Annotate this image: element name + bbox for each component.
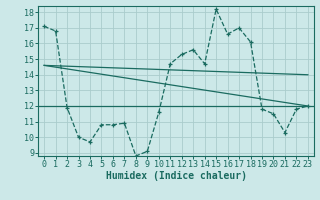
X-axis label: Humidex (Indice chaleur): Humidex (Indice chaleur) xyxy=(106,171,246,181)
